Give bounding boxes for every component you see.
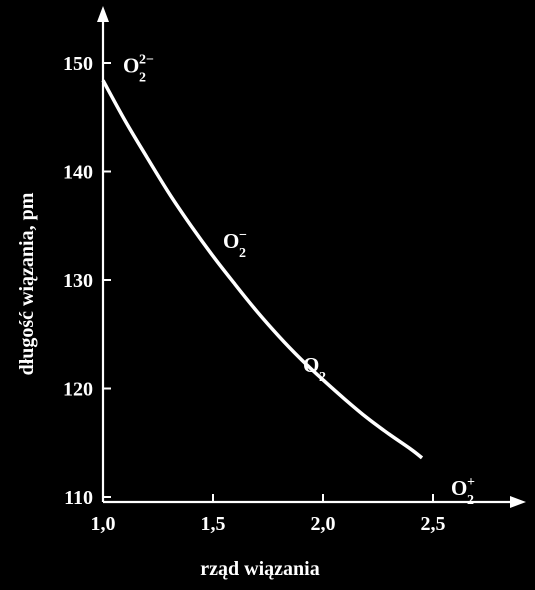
species-base: O <box>223 229 239 253</box>
species-label: O2 + <box>451 475 475 508</box>
y-ticks: 110 120 130 140 150 <box>63 53 111 509</box>
species-superscript: 2− <box>139 52 154 67</box>
x-axis-title: rząd wiązania <box>200 558 319 580</box>
species-base: O <box>451 476 467 500</box>
x-tick-label: 1,0 <box>91 513 116 535</box>
species-subscript: 2 <box>139 70 146 85</box>
species-base: O <box>123 53 139 77</box>
x-tick-label: 1,5 <box>201 513 226 535</box>
y-tick-label: 140 <box>63 162 93 184</box>
x-tick-label: 2,5 <box>421 513 446 535</box>
species-label: O2 <box>303 353 326 385</box>
y-tick-label: 120 <box>63 379 93 401</box>
species-base: O <box>303 353 319 377</box>
x-ticks: 1,0 1,5 2,0 2,5 <box>91 494 446 535</box>
x-tick-label: 2,0 <box>311 513 336 535</box>
x-axis-arrow <box>510 496 526 508</box>
y-axis-title: długość wiązania, pm <box>16 192 38 375</box>
species-subscript: 2 <box>239 246 246 261</box>
axes <box>97 6 526 508</box>
species-subscript: 2 <box>319 370 326 385</box>
y-tick-label: 150 <box>63 53 93 75</box>
bond-length-curve <box>101 79 424 460</box>
y-tick-label: 110 <box>64 487 93 509</box>
species-label: O2 2− <box>123 52 154 85</box>
y-tick-label: 130 <box>63 270 93 292</box>
species-label: O2 − <box>223 228 247 261</box>
y-axis-arrow <box>97 6 109 22</box>
species-subscript: 2 <box>467 493 474 508</box>
species-superscript: + <box>467 475 475 490</box>
species-superscript: − <box>239 228 247 243</box>
